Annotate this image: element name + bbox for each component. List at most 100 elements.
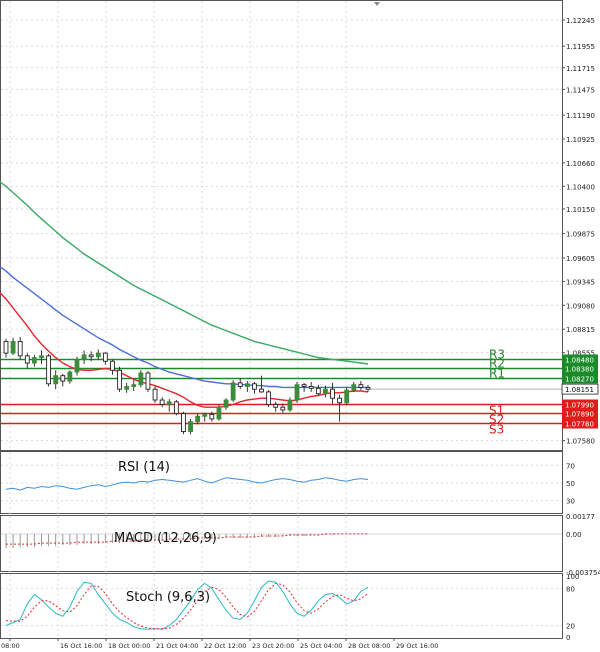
candle-body <box>67 371 73 382</box>
rsi-line <box>5 477 369 491</box>
candles <box>3 336 371 435</box>
candle-body <box>10 340 16 354</box>
candle-body <box>110 360 115 371</box>
candle-body <box>131 384 137 387</box>
candle-body <box>124 386 130 390</box>
time-tick-label: 18 Oct 00:00 <box>108 642 150 650</box>
candle-body <box>88 354 94 358</box>
stoch-d-line <box>5 582 369 630</box>
pivot-value-s3: 1.07780 <box>565 421 594 429</box>
candle-body <box>188 421 193 433</box>
candle-body <box>60 375 66 382</box>
macd-panel <box>1 533 562 549</box>
pivot-name-r2: R2 <box>489 357 505 371</box>
price-tick-label: 1.11475 <box>566 86 595 94</box>
candle-body <box>166 401 172 405</box>
candle-body <box>3 340 9 354</box>
price-tick-label: 1.12245 <box>566 17 595 25</box>
candle-body <box>117 369 122 390</box>
price-tick-label: 1.10400 <box>566 183 595 191</box>
candle-body <box>323 388 328 395</box>
pivot-name-r1: R1 <box>489 367 505 381</box>
scroll-arrow-icon[interactable] <box>374 2 380 6</box>
candle-body <box>301 384 307 387</box>
price-tick-label: 1.11190 <box>566 112 595 120</box>
price-tick-label: 1.07580 <box>566 438 595 446</box>
rsi-tick-label: 30 <box>566 498 575 506</box>
candle-body <box>358 384 364 388</box>
candle-body <box>266 391 272 405</box>
pivot-value-box-r1 <box>562 373 598 384</box>
rsi-tick-label: 50 <box>566 480 575 488</box>
candle-body <box>159 399 165 405</box>
candle-body <box>46 355 51 385</box>
candle-body <box>74 358 80 373</box>
pivot-value-box-s1 <box>562 399 598 410</box>
candle-body <box>244 383 250 387</box>
pivot-value-box-s2 <box>562 408 598 419</box>
macd-label: MACD (12,26,9) <box>114 531 217 546</box>
ma-mid-line <box>0 266 368 389</box>
candle-body <box>351 384 357 391</box>
candle-body <box>181 413 186 433</box>
moving-averages <box>0 181 369 408</box>
rsi-label: RSI (14) <box>118 460 170 475</box>
candle-body <box>287 399 293 411</box>
pivot-value-s2: 1.07890 <box>565 411 594 419</box>
candle-body <box>24 355 30 364</box>
pivot-name-s1: S1 <box>489 404 504 418</box>
pivot-name-r3: R3 <box>489 348 505 362</box>
time-tick-label: 29 Oct 16:00 <box>396 642 438 650</box>
stoch-axis: 100 80 20 0 <box>566 573 579 642</box>
time-tick-label: 08:00 <box>1 642 20 650</box>
pivot-value-r1: 1.08270 <box>565 376 594 384</box>
rsi-tick-label: 70 <box>566 462 575 470</box>
candle-body <box>259 388 264 393</box>
candle-body <box>102 352 108 362</box>
candle-body <box>230 382 236 401</box>
price-tick-label: 1.11715 <box>566 65 595 73</box>
candle-body <box>344 389 350 404</box>
price-tick-label: 1.09605 <box>566 255 595 263</box>
time-tick-label: 25 Oct 04:00 <box>300 642 342 650</box>
pivot-labels: 1.08480 R3 1.08380 R2 1.08270 R1 1.07990 S1 1.07… <box>489 348 599 437</box>
rsi-panel <box>1 464 562 502</box>
candle-body <box>252 383 257 390</box>
price-tick-label: 1.11955 <box>566 43 595 51</box>
price-tick-label: 1.10925 <box>566 136 595 144</box>
stoch-tick-label: 0 <box>566 634 570 642</box>
pivot-value-s1: 1.07990 <box>565 402 594 410</box>
candle-body <box>294 384 300 401</box>
candle-body <box>209 413 215 420</box>
candle-body <box>173 401 179 414</box>
time-tick-label: 23 Oct 20:00 <box>252 642 294 650</box>
candle-body <box>280 406 286 411</box>
candle-body <box>330 388 335 399</box>
candle-body <box>237 382 243 387</box>
pivot-value-box-r3 <box>562 354 598 365</box>
grid <box>1 1 562 638</box>
price-tick-label: 1.09345 <box>566 278 595 286</box>
pivot-value-box-s3 <box>562 418 598 429</box>
candle-body <box>95 352 101 358</box>
macd-tick-label: -0.003754 <box>566 569 600 577</box>
stoch-label: Stoch (9,6,3) <box>126 590 210 605</box>
candle-body <box>31 357 37 364</box>
pivot-value-box-r2 <box>562 363 598 374</box>
current-price-label: 1.08151 <box>565 386 594 394</box>
macd-tick-label: 0.00177 <box>566 513 595 521</box>
candle-body <box>308 386 314 389</box>
stoch-tick-label: 80 <box>566 585 575 593</box>
rsi-axis: 70 50 30 <box>566 462 575 505</box>
stoch-panel <box>1 580 562 630</box>
candle-body <box>152 388 158 401</box>
time-axis: 08:00 16 Oct 16:00 18 Oct 00:00 21 Oct 04:0… <box>1 638 438 650</box>
candle-body <box>216 406 222 420</box>
time-tick-label: 16 Oct 16:00 <box>60 642 102 650</box>
stoch-tick-label: 20 <box>566 623 575 631</box>
macd-axis: 0.00177 0.00 -0.003754 <box>566 513 600 577</box>
candle-body <box>337 397 343 404</box>
candle-body <box>138 372 144 386</box>
candle-body <box>223 399 229 408</box>
